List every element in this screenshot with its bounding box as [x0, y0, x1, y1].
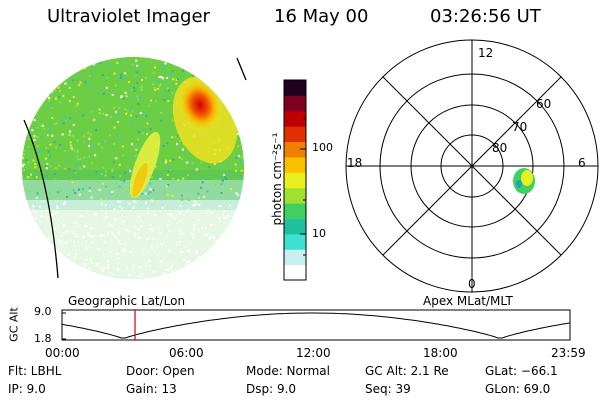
x-tick-1800: 18:00	[423, 346, 458, 360]
gc-alt-axis-label: GC Alt	[7, 307, 21, 342]
orbit-altitude-curve	[61, 312, 571, 339]
lat-label-70: 70	[512, 120, 528, 134]
info-seq: Seq: 39	[365, 382, 411, 396]
aurora-bright-spot	[177, 77, 223, 133]
limb-marker	[236, 57, 247, 81]
info-mode: Mode: Normal	[246, 364, 330, 378]
info-ip: IP: 9.0	[8, 382, 46, 396]
colorbar-label: photon cm⁻²s⁻¹	[270, 132, 284, 226]
x-tick-1200: 12:00	[296, 346, 331, 360]
auroral-image	[22, 57, 247, 279]
colorbar	[283, 79, 307, 281]
info-filter: Flt: LBHL	[8, 364, 62, 378]
polar-aurora-patch	[513, 168, 535, 194]
polar-plot	[345, 39, 599, 293]
info-glon: GLon: 69.0	[485, 382, 551, 396]
apex-label: Apex MLat/MLT	[423, 294, 513, 308]
geographic-label: Geographic Lat/Lon	[68, 294, 186, 308]
info-dsp: Dsp: 9.0	[246, 382, 297, 396]
lat-label-60: 60	[536, 97, 552, 111]
colorbar-tick-10: 10	[312, 227, 326, 240]
info-glat: GLat: −66.1	[485, 364, 558, 378]
x-tick-2359: 23:59	[551, 346, 586, 360]
info-gc-alt: GC Alt: 2.1 Re	[365, 364, 449, 378]
mlt-label-12: 12	[478, 46, 494, 60]
mlt-label-6: 6	[578, 156, 586, 170]
colorbar-tick-100: 100	[312, 141, 333, 154]
x-tick-0600: 06:00	[169, 346, 204, 360]
image-date: 16 May 00	[274, 6, 369, 27]
x-tick-0000: 00:00	[45, 346, 80, 360]
y-tick-1-8: 1.8	[34, 332, 52, 345]
mlt-label-18: 18	[347, 156, 363, 170]
image-time: 03:26:56 UT	[430, 6, 541, 27]
image-title: Ultraviolet Imager	[47, 6, 210, 27]
y-tick-9: 9.0	[34, 305, 52, 318]
terminator-line	[23, 119, 59, 279]
info-gain: Gain: 13	[126, 382, 177, 396]
mlt-label-0: 0	[468, 277, 476, 291]
lat-label-80: 80	[492, 141, 508, 155]
orbit-timeline	[61, 309, 571, 341]
info-door: Door: Open	[126, 364, 195, 378]
